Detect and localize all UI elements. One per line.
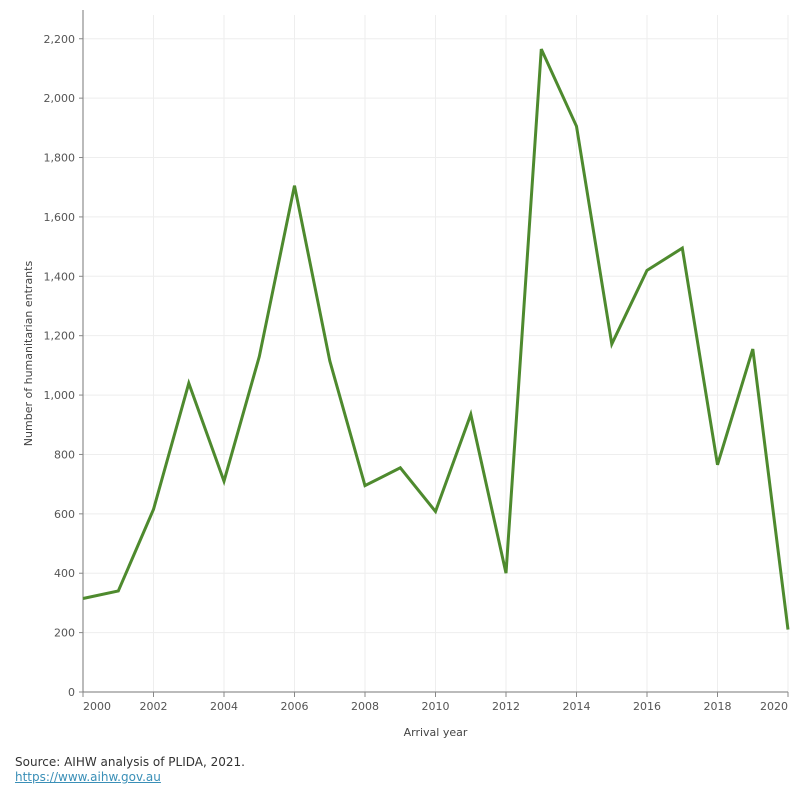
y-tick-label: 200	[54, 627, 75, 640]
x-axis-title: Arrival year	[404, 726, 468, 739]
y-tick-label: 400	[54, 567, 75, 580]
y-tick-label: 2,000	[44, 92, 76, 105]
x-tick-label: 2018	[704, 700, 732, 713]
x-tick-label: 2012	[492, 700, 520, 713]
x-tick-label: 2002	[140, 700, 168, 713]
series-group	[82, 48, 790, 630]
chart-footer: Source: AIHW analysis of PLIDA, 2021. ht…	[15, 755, 245, 785]
y-tick-label: 0	[68, 686, 75, 699]
y-tick-label: 800	[54, 448, 75, 461]
source-link[interactable]: https://www.aihw.gov.au	[15, 770, 161, 784]
x-tick-label: 2014	[563, 700, 591, 713]
x-tick-label: 2020	[760, 700, 788, 713]
y-tick-label: 600	[54, 508, 75, 521]
x-tick-label: 2008	[351, 700, 379, 713]
x-axis-ticks: 2000 2002 2004 2006 2008 2010 2012 2014 2016 2018…	[82, 692, 789, 713]
x-tick-label: 2010	[422, 700, 450, 713]
y-tick-label: 1,800	[44, 152, 76, 165]
y-tick-label: 1,400	[44, 270, 76, 283]
y-tick-label: 1,000	[44, 389, 76, 402]
y-axis-title: Number of humanitarian entrants	[22, 261, 35, 447]
source-note: Source: AIHW analysis of PLIDA, 2021.	[15, 755, 245, 769]
gridlines	[82, 15, 789, 692]
series-line	[82, 48, 790, 630]
y-tick-label: 2,200	[44, 33, 76, 46]
x-tick-label: 2004	[210, 700, 238, 713]
y-tick-label: 1,600	[44, 211, 76, 224]
x-tick-label: 2016	[633, 700, 661, 713]
x-tick-label: 2006	[281, 700, 309, 713]
line-chart: 0 200 400 600 800 1,000 1,200 1,400 1,600 1,800 2,…	[22, 10, 790, 739]
x-tick-label: 2000	[83, 700, 111, 713]
y-axis-ticks: 0 200 400 600 800 1,000 1,200 1,400 1,600 1,800 2,…	[44, 33, 83, 699]
y-tick-label: 1,200	[44, 330, 76, 343]
